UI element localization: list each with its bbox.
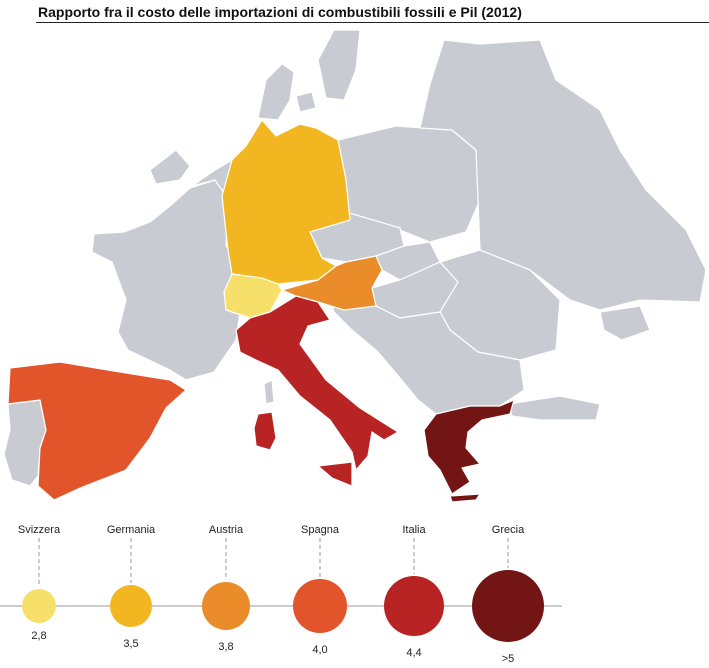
title-divider: [36, 22, 709, 23]
country-greece: [423, 399, 515, 495]
legend-country-label: Svizzera: [18, 524, 61, 536]
island-corsica: [263, 379, 275, 405]
legend-country-label: Spagna: [301, 524, 340, 536]
country-spain: [7, 361, 187, 501]
legend-country-label: Austria: [209, 524, 244, 536]
country-denmark: [257, 63, 295, 121]
island-sicily: [317, 461, 353, 487]
legend-circle: [293, 579, 347, 633]
legend-country-label: Germania: [107, 524, 156, 536]
legend-circle: [110, 585, 152, 627]
europe-map: [3, 29, 707, 503]
island-sardinia: [253, 411, 277, 451]
map-title: Rapporto fra il costo delle importazioni…: [38, 4, 522, 20]
legend-country-label: Italia: [402, 524, 426, 536]
legend-value-label: 4,0: [312, 644, 327, 656]
country-austria: [281, 255, 383, 311]
legend-country-label: Grecia: [492, 524, 525, 536]
legend-circle: [472, 570, 544, 642]
legend: Svizzera 2,8 Germania 3,5 Austria 3,8 Spagna 4,…: [0, 524, 562, 665]
island-crete: [449, 493, 481, 503]
legend-value-label: 3,5: [123, 638, 138, 650]
legend-circle: [384, 576, 444, 636]
country-uk: [149, 149, 191, 185]
country-turkey: [507, 395, 601, 421]
country-denmark-islands: [295, 91, 317, 113]
country-sweden: [317, 29, 361, 101]
country-italy: [235, 295, 399, 471]
legend-value-label: >5: [502, 653, 515, 665]
legend-circle: [202, 582, 250, 630]
legend-circle: [22, 589, 56, 623]
legend-value-label: 4,4: [406, 647, 421, 659]
country-crimea: [599, 305, 651, 341]
legend-value-label: 2,8: [31, 630, 46, 642]
legend-value-label: 3,8: [218, 641, 233, 653]
